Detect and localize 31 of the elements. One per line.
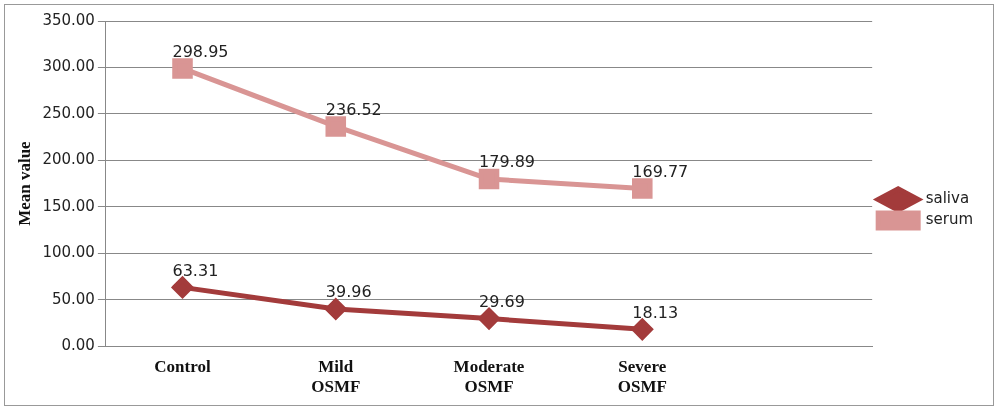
point bbox=[325, 298, 347, 320]
point bbox=[172, 58, 193, 79]
point bbox=[172, 276, 194, 298]
y-tick-label: 50.00 bbox=[51, 289, 95, 308]
data-label: 63.31 bbox=[172, 260, 219, 280]
y-tick-label: 0.00 bbox=[61, 336, 95, 355]
point bbox=[478, 308, 500, 330]
x-tick-label: Control bbox=[154, 356, 211, 376]
point bbox=[631, 318, 653, 340]
y-axis-title: Mean value bbox=[14, 140, 34, 226]
y-tick-label: 150.00 bbox=[42, 196, 95, 215]
data-label: 179.89 bbox=[479, 152, 536, 172]
data-label: 18.13 bbox=[632, 302, 679, 322]
data-label: 39.96 bbox=[325, 282, 372, 302]
data-label: 29.69 bbox=[479, 291, 525, 311]
data-label: 236.52 bbox=[325, 99, 382, 119]
data-label: 298.95 bbox=[172, 41, 229, 61]
y-tick-label: 200.00 bbox=[42, 150, 95, 169]
point bbox=[325, 116, 347, 137]
legend-label: saliva bbox=[925, 189, 970, 208]
x-tick-label: Moderate OSMF bbox=[453, 356, 525, 397]
y-tick-label: 250.00 bbox=[42, 103, 95, 122]
x-tick-label: Mild OSMF bbox=[311, 356, 361, 397]
y-tick-label: 300.00 bbox=[42, 57, 95, 76]
point bbox=[478, 168, 500, 190]
data-label: 169.77 bbox=[632, 161, 689, 181]
y-tick-label: 100.00 bbox=[42, 243, 95, 262]
y-tick-label: 350.00 bbox=[42, 10, 95, 29]
x-tick-label: Severe OSMF bbox=[617, 356, 667, 397]
legend-label: serum bbox=[925, 210, 974, 229]
point bbox=[632, 178, 653, 199]
